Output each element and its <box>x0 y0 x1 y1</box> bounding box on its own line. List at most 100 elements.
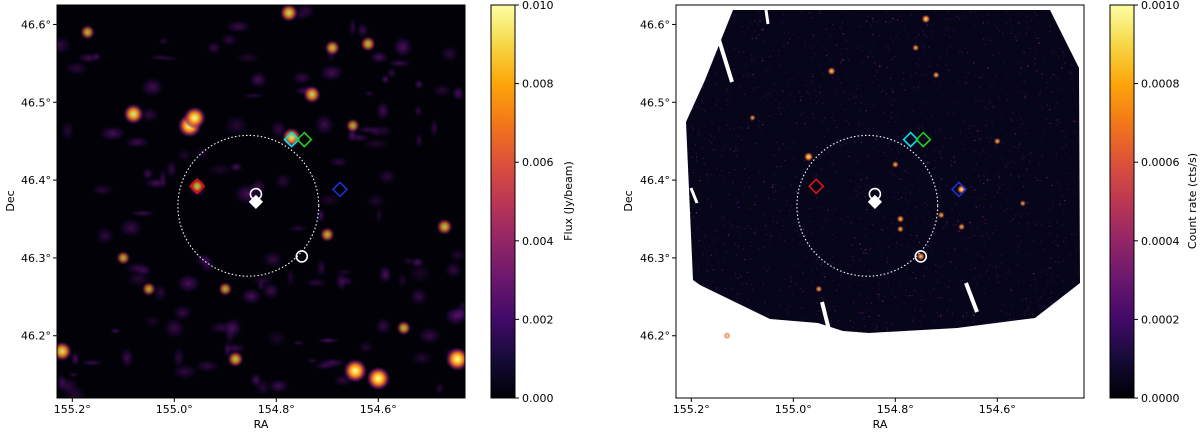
noise-pixel <box>1025 93 1027 96</box>
noise-pixel <box>754 233 756 235</box>
noise-pixel <box>881 136 883 138</box>
noise-pixel <box>1015 84 1017 86</box>
noise-pixel <box>862 124 865 126</box>
noise-pixel <box>1071 120 1074 122</box>
noise-pixel <box>796 284 798 286</box>
noise-pixel <box>713 136 715 139</box>
source <box>80 24 95 40</box>
noise-pixel <box>912 184 914 187</box>
noise-pixel <box>722 148 724 150</box>
noise-pixel <box>866 282 868 284</box>
noise-pixel <box>882 274 884 276</box>
noise-pixel <box>903 170 905 172</box>
noise-pixel <box>894 296 897 298</box>
noise-pixel <box>840 103 842 105</box>
noise-pixel <box>996 274 998 276</box>
noise-pixel <box>865 252 867 255</box>
noise-pixel <box>973 314 975 316</box>
noise-pixel <box>726 104 728 106</box>
noise-pixel <box>750 241 753 243</box>
noise-pixel <box>771 242 773 245</box>
noise-pixel <box>856 194 858 197</box>
noise-pixel <box>1035 282 1037 284</box>
noise-pixel <box>777 222 779 224</box>
y-tick-label: 46.6° <box>21 18 51 31</box>
noise-pixel <box>1030 208 1033 210</box>
noise-pixel <box>751 288 753 290</box>
noise-pixel <box>803 228 805 230</box>
source <box>345 118 360 133</box>
noise-pixel <box>704 236 706 238</box>
noise-pixel <box>736 226 738 228</box>
noise-pixel <box>885 325 887 327</box>
noise-pixel <box>1058 163 1060 165</box>
source <box>227 350 244 368</box>
noise-pixel <box>985 119 987 121</box>
noise-pixel <box>1036 174 1039 176</box>
noise-pixel <box>885 322 887 324</box>
noise-pixel <box>889 172 891 174</box>
noise-patch <box>225 19 252 33</box>
noise-pixel <box>702 86 704 89</box>
noise-pixel <box>763 41 765 43</box>
noise-pixel <box>815 95 817 97</box>
noise-pixel <box>812 271 814 273</box>
noise-pixel <box>861 114 863 116</box>
noise-patch <box>57 35 73 55</box>
noise-patch <box>109 327 121 335</box>
noise-patch <box>224 324 236 346</box>
noise-pixel <box>1049 225 1051 227</box>
noise-pixel <box>805 256 807 258</box>
noise-pixel <box>975 18 977 20</box>
noise-pixel <box>789 61 791 64</box>
noise-pixel <box>748 127 750 129</box>
noise-pixel <box>1036 237 1038 239</box>
noise-pixel <box>951 209 953 211</box>
noise-pixel <box>882 89 884 92</box>
noise-pixel <box>765 69 767 71</box>
noise-pixel <box>1050 122 1052 125</box>
noise-pixel <box>1040 223 1043 225</box>
noise-pixel <box>935 264 937 266</box>
noise-pixel <box>858 138 860 140</box>
noise-pixel <box>721 79 723 81</box>
noise-pixel <box>922 299 924 301</box>
noise-pixel <box>1052 200 1055 202</box>
noise-patch <box>380 74 390 85</box>
noise-pixel <box>865 311 867 313</box>
noise-pixel <box>840 48 842 50</box>
noise-pixel <box>837 226 839 228</box>
noise-pixel <box>1057 79 1059 81</box>
source <box>116 250 131 265</box>
noise-pixel <box>1040 180 1042 182</box>
sources <box>57 5 465 391</box>
noise-pixel <box>879 65 881 67</box>
noise-pixel <box>827 209 829 211</box>
noise-pixel <box>762 96 764 98</box>
noise-pixel <box>997 191 999 193</box>
noise-pixel <box>962 238 964 241</box>
noise-pixel <box>766 233 768 236</box>
noise-pixel <box>969 124 971 127</box>
noise-pixel <box>1019 22 1021 24</box>
noise-pixel <box>1027 308 1029 310</box>
noise-pixel <box>714 53 717 55</box>
noise-pixel <box>763 314 765 317</box>
noise-pixel <box>1074 120 1076 123</box>
noise-pixel <box>973 102 976 104</box>
noise-pixel <box>799 213 801 215</box>
noise-pixel <box>726 49 728 51</box>
noise-pixel <box>995 76 998 78</box>
noise-pixel <box>877 151 879 153</box>
noise-pixel <box>912 87 914 89</box>
noise-pixel <box>715 83 717 85</box>
noise-pixel <box>742 193 744 195</box>
noise-pixel <box>754 30 756 32</box>
noise-pixel <box>988 98 990 101</box>
noise-pixel <box>760 17 762 19</box>
noise-pixel <box>1049 109 1051 111</box>
noise-pixel <box>984 194 986 196</box>
noise-pixel <box>952 193 955 195</box>
noise-pixel <box>939 266 941 268</box>
overlays <box>177 131 349 277</box>
